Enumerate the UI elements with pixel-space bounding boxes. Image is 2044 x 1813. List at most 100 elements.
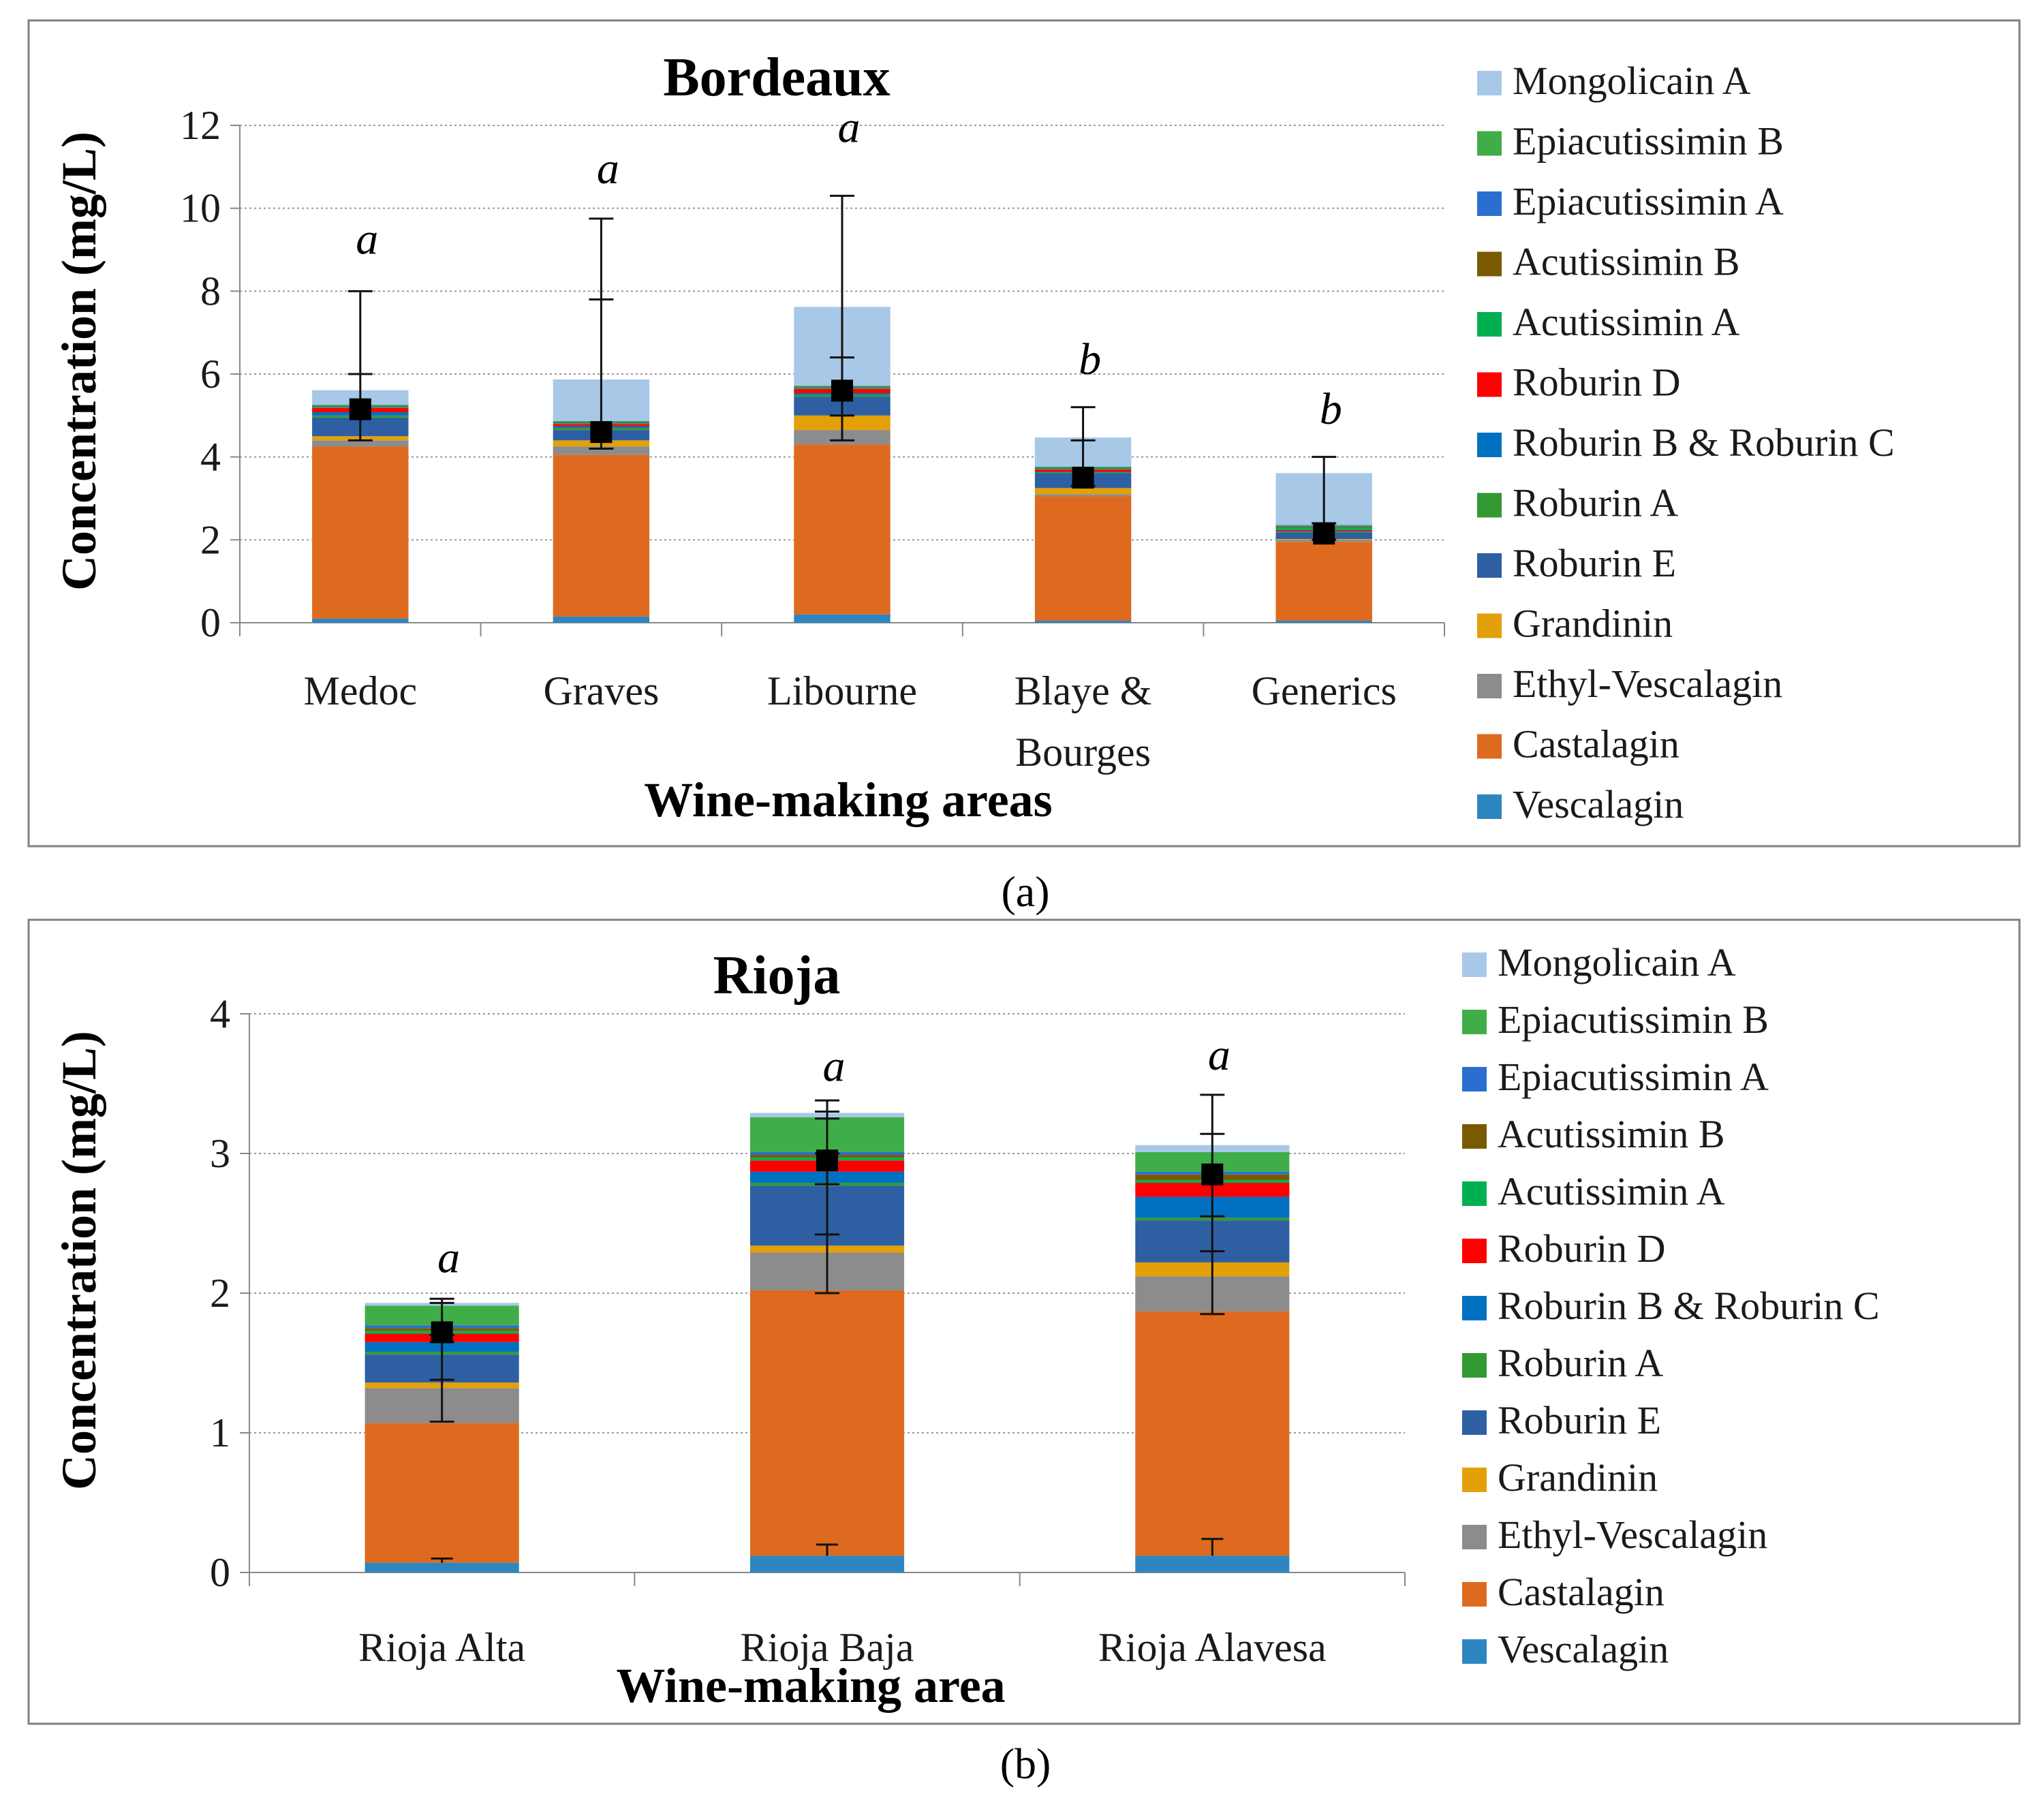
bar-segment: [312, 618, 409, 623]
bar-segment: [1275, 620, 1372, 623]
bar-segment: [1275, 542, 1372, 621]
legend-swatch: [1462, 1181, 1487, 1206]
legend-label: Ethyl-Vescalagin: [1498, 1513, 1767, 1557]
y-tick-label: 2: [200, 517, 221, 562]
legend-swatch: [1462, 1468, 1487, 1492]
legend-label: Castalagin: [1498, 1570, 1664, 1614]
legend-label: Roburin E: [1498, 1398, 1661, 1442]
y-tick-label: 0: [200, 600, 221, 645]
significance-letter: b: [1320, 384, 1342, 434]
mean-marker: [1313, 523, 1335, 545]
legend-label: Grandinin: [1513, 602, 1673, 646]
legend-swatch: [1462, 1639, 1487, 1664]
legend-label: Roburin E: [1513, 541, 1676, 585]
legend-swatch: [1462, 1525, 1487, 1549]
legend-label: Epiacutissimin B: [1498, 997, 1769, 1042]
legend-label: Acutissimin A: [1513, 300, 1740, 344]
y-tick-label: 8: [200, 268, 221, 313]
legend-swatch: [1462, 1239, 1487, 1263]
legend-label: Roburin A: [1513, 481, 1678, 525]
x-tick-label: Rioja Baja: [741, 1625, 914, 1670]
legend-label: Acutissimin B: [1498, 1112, 1725, 1156]
x-tick-label: Generics: [1252, 668, 1397, 713]
mean-marker: [431, 1321, 453, 1344]
caption-b: (b): [1000, 1739, 1051, 1788]
significance-letter: a: [597, 144, 619, 193]
significance-letter: b: [1079, 335, 1101, 384]
legend-swatch: [1462, 1124, 1487, 1149]
mean-marker: [590, 421, 613, 444]
legend-swatch: [1462, 952, 1487, 977]
legend-label: Roburin D: [1498, 1226, 1666, 1271]
x-tick-label: Rioja Alta: [358, 1625, 525, 1670]
legend-label: Vescalagin: [1513, 782, 1684, 826]
bar-segment: [1135, 1311, 1290, 1556]
y-tick-label: 4: [210, 991, 230, 1036]
bar-segment: [312, 440, 409, 447]
bar-segment: [794, 614, 891, 623]
x-tick-label-line: Generics: [1252, 668, 1397, 713]
significance-letter: a: [838, 102, 861, 152]
mean-marker: [816, 1149, 838, 1172]
chart-a-title: Bordeaux: [663, 48, 890, 108]
bar-segment: [1034, 488, 1132, 495]
bar-segment: [312, 446, 409, 619]
bar-segment: [749, 1290, 905, 1556]
bar-segment: [1135, 1555, 1290, 1572]
x-tick-label-line: Graves: [543, 668, 659, 713]
x-tick-label: Rioja Alavesa: [1098, 1625, 1327, 1670]
bar-segment: [794, 444, 891, 615]
significance-letter: a: [356, 215, 378, 264]
x-tick-label-line: Blaye &: [1015, 668, 1152, 713]
bar-segment: [365, 1562, 519, 1572]
x-tick-label-line: Libourne: [767, 668, 917, 713]
y-tick-label: 1: [210, 1410, 230, 1455]
bar-segment: [1034, 494, 1132, 497]
legend-swatch: [1477, 251, 1502, 277]
panel-b: Rioja Concentration (mg/L) Wine-making a…: [27, 918, 2021, 1725]
bar-segment: [365, 1423, 519, 1563]
legend-swatch: [1477, 191, 1502, 216]
legend-swatch: [1462, 1410, 1487, 1435]
legend-swatch: [1477, 613, 1502, 638]
chart-a-xlabel: Wine-making areas: [644, 773, 1052, 827]
legend-swatch: [1477, 312, 1502, 337]
significance-letter: a: [437, 1233, 460, 1282]
panel-b-frame: [27, 918, 2021, 1725]
legend-swatch: [1477, 674, 1502, 698]
legend-label: Mongolicain A: [1513, 59, 1751, 103]
legend-label: Roburin D: [1513, 360, 1681, 405]
x-tick-label-line: Rioja Baja: [741, 1625, 914, 1670]
bar-segment: [553, 454, 650, 617]
legend-swatch: [1477, 794, 1502, 819]
legend-label: Epiacutissimin B: [1513, 119, 1784, 164]
y-tick-label: 2: [210, 1271, 230, 1316]
legend-label: Epiacutissimin A: [1513, 179, 1784, 223]
bar-segment: [749, 1555, 905, 1572]
legend-label: Ethyl-Vescalagin: [1513, 662, 1782, 706]
legend-swatch: [1462, 1296, 1487, 1320]
chart-a-ylabel: Concentration (mg/L): [52, 131, 106, 591]
x-tick-label-line: Bourges: [1015, 730, 1151, 775]
legend-label: Roburin A: [1498, 1341, 1663, 1385]
x-tick-label-line: Medoc: [303, 668, 417, 713]
legend-swatch: [1462, 1582, 1487, 1607]
legend-swatch: [1477, 71, 1502, 95]
bar-segment: [1034, 620, 1132, 623]
chart-b-legend: Mongolicain A Epiacutissimin B Epiacutissi…: [1462, 940, 1880, 1671]
legend-label: Acutissimin B: [1513, 240, 1740, 284]
y-tick-label: 12: [180, 103, 221, 148]
x-tick-label-line: Rioja Alta: [358, 1625, 525, 1670]
x-tick-label: Libourne: [767, 668, 917, 713]
legend-swatch: [1477, 553, 1502, 578]
chart-b-ylabel: Concentration (mg/L): [52, 1031, 106, 1490]
x-tick-label: Medoc: [303, 668, 417, 713]
mean-marker: [1072, 467, 1094, 489]
bar-segment: [1034, 496, 1132, 621]
legend-label: Vescalagin: [1498, 1627, 1669, 1671]
y-tick-label: 0: [210, 1550, 230, 1595]
significance-letter: a: [1208, 1030, 1230, 1080]
x-tick-label: Graves: [543, 668, 659, 713]
